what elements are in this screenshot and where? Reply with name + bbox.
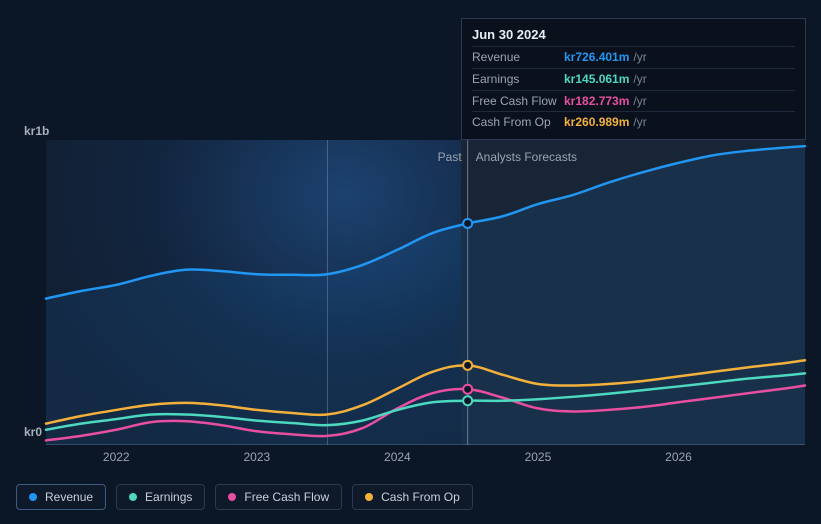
legend-item-label: Cash From Op	[381, 490, 460, 504]
x-axis-ticks: 2022 2023 2024 2025 2026	[16, 450, 805, 470]
x-tick-label: 2024	[384, 450, 411, 464]
chart-legend: Revenue Earnings Free Cash Flow Cash From O…	[16, 484, 473, 510]
chart-plot-area[interactable]: Past Analysts Forecasts	[16, 140, 805, 445]
legend-item-label: Earnings	[145, 490, 192, 504]
tooltip-row-label: Earnings	[472, 71, 564, 88]
legend-item-label: Free Cash Flow	[244, 490, 329, 504]
tooltip-row-cfo: Cash From Opkr260.989m/yr	[472, 111, 795, 133]
tooltip-row-value: kr260.989m	[564, 114, 629, 131]
tooltip-row-unit: /yr	[633, 71, 646, 88]
legend-dot-icon	[228, 493, 236, 501]
chart-lines-svg	[16, 140, 805, 445]
legend-dot-icon	[129, 493, 137, 501]
x-tick-label: 2026	[665, 450, 692, 464]
legend-dot-icon	[29, 493, 37, 501]
legend-item-cfo[interactable]: Cash From Op	[352, 484, 473, 510]
tooltip-row-value: kr145.061m	[564, 71, 629, 88]
tooltip-row-unit: /yr	[633, 114, 646, 131]
tooltip-row-unit: /yr	[633, 93, 646, 110]
x-tick-label: 2023	[243, 450, 270, 464]
legend-item-revenue[interactable]: Revenue	[16, 484, 106, 510]
fcf-hover-marker	[463, 385, 472, 394]
tooltip-row-fcf: Free Cash Flowkr182.773m/yr	[472, 90, 795, 112]
tooltip-row-value: kr726.401m	[564, 49, 629, 66]
legend-item-fcf[interactable]: Free Cash Flow	[215, 484, 342, 510]
cfo-hover-marker	[463, 361, 472, 370]
tooltip-row-earnings: Earningskr145.061m/yr	[472, 68, 795, 90]
hover-tooltip: Jun 30 2024 Revenuekr726.401m/yrEarnings…	[461, 18, 806, 140]
x-tick-label: 2022	[103, 450, 130, 464]
tooltip-row-label: Free Cash Flow	[472, 93, 564, 110]
tooltip-row-revenue: Revenuekr726.401m/yr	[472, 46, 795, 68]
chart-container: kr1b kr0 Past Analysts Forecasts 2022202…	[0, 0, 821, 524]
y-axis-label-top: kr1b	[24, 124, 49, 138]
tooltip-row-unit: /yr	[633, 49, 646, 66]
revenue-hover-marker	[463, 219, 472, 228]
tooltip-title: Jun 30 2024	[472, 27, 795, 46]
tooltip-row-value: kr182.773m	[564, 93, 629, 110]
legend-item-earnings[interactable]: Earnings	[116, 484, 205, 510]
legend-item-label: Revenue	[45, 490, 93, 504]
legend-dot-icon	[365, 493, 373, 501]
earnings-hover-marker	[463, 396, 472, 405]
tooltip-row-label: Revenue	[472, 49, 564, 66]
x-tick-label: 2025	[525, 450, 552, 464]
tooltip-row-label: Cash From Op	[472, 114, 564, 131]
